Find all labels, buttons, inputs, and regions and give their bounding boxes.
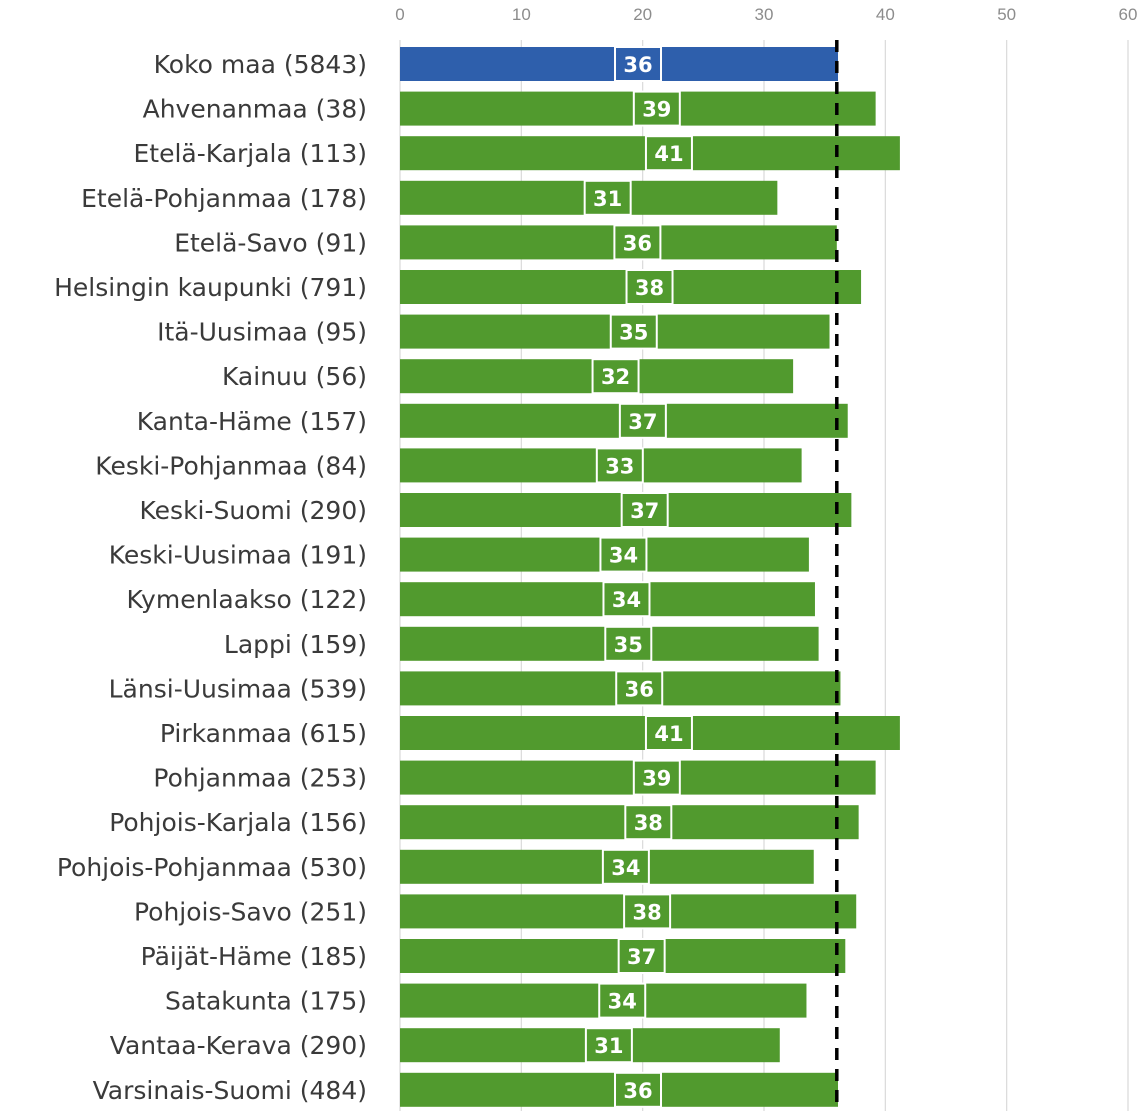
category-label: Kanta-Häme (157) xyxy=(137,407,367,436)
data-label-box xyxy=(599,536,648,573)
data-label: 35 xyxy=(619,321,648,345)
data-label: 37 xyxy=(627,945,656,969)
x-tick-label: 30 xyxy=(755,5,774,24)
category-label: Satakunta (175) xyxy=(165,987,367,1016)
x-tick-label: 20 xyxy=(633,5,652,24)
data-label-box xyxy=(623,893,672,930)
category-label: Länsi-Uusimaa (539) xyxy=(109,674,367,703)
data-label: 34 xyxy=(608,990,637,1014)
category-label: Pohjois-Karjala (156) xyxy=(109,808,367,837)
category-labels: Koko maa (5843) Ahvenanmaa (38) Etelä-Karj… xyxy=(54,50,367,1105)
data-label-box xyxy=(583,179,632,216)
category-label: Pohjois-Pohjanmaa (530) xyxy=(57,853,367,882)
category-label: Keski-Pohjanmaa (84) xyxy=(95,451,367,480)
category-label: Kainuu (56) xyxy=(222,362,367,391)
category-label: Varsinais-Suomi (484) xyxy=(93,1076,367,1105)
data-label-box xyxy=(625,269,674,305)
category-label: Keski-Uusimaa (191) xyxy=(109,541,367,570)
data-label: 32 xyxy=(601,365,630,389)
data-label-box xyxy=(632,759,681,796)
category-label: Etelä-Savo (91) xyxy=(174,228,367,257)
data-label: 36 xyxy=(625,677,654,701)
category-label: Ahvenanmaa (38) xyxy=(143,95,367,124)
category-label: Etelä-Karjala (113) xyxy=(133,139,367,168)
data-label-box xyxy=(613,224,662,261)
data-label: 31 xyxy=(594,1034,623,1058)
data-label-box xyxy=(595,447,644,484)
category-label: Päijät-Häme (185) xyxy=(141,942,367,971)
data-label: 35 xyxy=(614,633,643,657)
data-label-box xyxy=(620,492,669,528)
x-axis-ticks: 0 10 20 30 40 50 60 xyxy=(395,5,1137,24)
category-label: Etelä-Pohjanmaa (178) xyxy=(81,184,367,213)
category-label: Vantaa-Kerava (290) xyxy=(110,1031,367,1060)
data-label: 31 xyxy=(593,187,622,211)
x-tick-label: 0 xyxy=(395,5,404,24)
data-label: 36 xyxy=(623,231,652,255)
data-label: 38 xyxy=(635,276,664,300)
data-label: 37 xyxy=(630,499,659,523)
gridlines xyxy=(399,40,1129,1111)
data-label-box xyxy=(609,313,658,350)
data-label-box xyxy=(598,982,647,1019)
category-label: Keski-Suomi (290) xyxy=(140,496,367,525)
bars: 3639413136383532373337343435364139383438… xyxy=(400,46,900,1108)
data-label-box xyxy=(617,938,666,974)
data-label-box xyxy=(624,804,673,841)
category-label: Helsingin kaupunki (791) xyxy=(54,273,367,302)
data-label: 34 xyxy=(612,588,641,612)
data-label: 39 xyxy=(642,767,671,791)
data-label: 38 xyxy=(634,811,663,835)
x-tick-label: 40 xyxy=(876,5,895,24)
category-label: Lappi (159) xyxy=(224,630,367,659)
x-tick-label: 50 xyxy=(997,5,1016,24)
data-label-box xyxy=(601,848,650,885)
data-label-box xyxy=(614,1071,663,1108)
data-label: 36 xyxy=(623,1079,652,1103)
data-label: 41 xyxy=(654,722,683,746)
category-label: Itä-Uusimaa (95) xyxy=(157,318,367,347)
category-label: Pohjanmaa (253) xyxy=(153,764,367,793)
data-label-box xyxy=(632,90,681,127)
data-label: 33 xyxy=(605,454,634,478)
data-label: 41 xyxy=(654,142,683,166)
data-label-box xyxy=(584,1027,633,1064)
data-label: 38 xyxy=(632,900,661,924)
x-tick-label: 60 xyxy=(1119,5,1138,24)
data-label-box xyxy=(618,402,667,439)
data-label: 37 xyxy=(628,410,657,434)
data-label-box xyxy=(644,715,693,751)
data-label: 36 xyxy=(623,53,652,77)
data-label-box xyxy=(615,670,664,707)
data-label: 39 xyxy=(642,98,671,122)
category-label: Kymenlaakso (122) xyxy=(126,585,367,614)
data-label-box xyxy=(602,581,651,618)
category-label: Pirkanmaa (615) xyxy=(160,719,367,748)
x-tick-label: 10 xyxy=(512,5,531,24)
data-label-box xyxy=(614,46,663,82)
category-label: Koko maa (5843) xyxy=(154,50,367,79)
data-label-box xyxy=(604,625,653,662)
data-label: 34 xyxy=(611,856,640,880)
data-label-box xyxy=(644,135,693,172)
data-label: 34 xyxy=(609,544,638,568)
category-label: Pohjois-Savo (251) xyxy=(134,897,367,926)
data-label-box xyxy=(591,358,640,395)
